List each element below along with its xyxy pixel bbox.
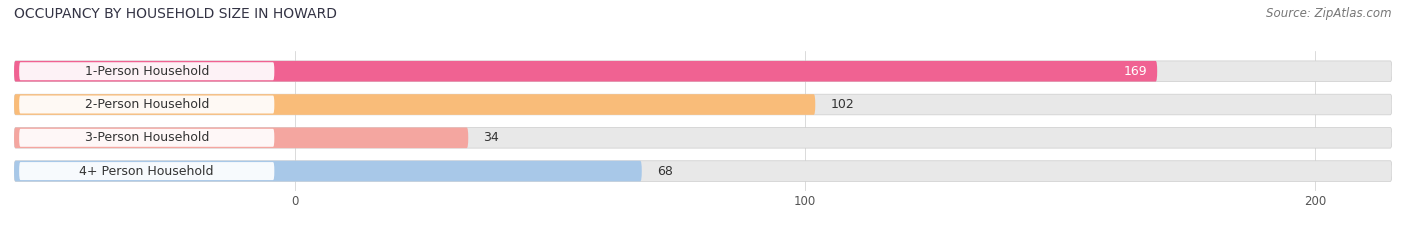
Text: 34: 34 bbox=[484, 131, 499, 144]
Text: 3-Person Household: 3-Person Household bbox=[84, 131, 209, 144]
FancyBboxPatch shape bbox=[14, 161, 641, 182]
FancyBboxPatch shape bbox=[20, 62, 274, 80]
Text: 169: 169 bbox=[1123, 65, 1147, 78]
FancyBboxPatch shape bbox=[14, 61, 1392, 82]
FancyBboxPatch shape bbox=[14, 94, 815, 115]
FancyBboxPatch shape bbox=[20, 96, 274, 113]
FancyBboxPatch shape bbox=[20, 129, 274, 147]
FancyBboxPatch shape bbox=[14, 127, 1392, 148]
Text: OCCUPANCY BY HOUSEHOLD SIZE IN HOWARD: OCCUPANCY BY HOUSEHOLD SIZE IN HOWARD bbox=[14, 7, 337, 21]
FancyBboxPatch shape bbox=[14, 61, 1157, 82]
FancyBboxPatch shape bbox=[14, 161, 1392, 182]
Text: Source: ZipAtlas.com: Source: ZipAtlas.com bbox=[1267, 7, 1392, 20]
FancyBboxPatch shape bbox=[14, 94, 1392, 115]
Text: 4+ Person Household: 4+ Person Household bbox=[80, 164, 214, 178]
Text: 2-Person Household: 2-Person Household bbox=[84, 98, 209, 111]
Text: 1-Person Household: 1-Person Household bbox=[84, 65, 209, 78]
Text: 68: 68 bbox=[657, 164, 673, 178]
FancyBboxPatch shape bbox=[14, 127, 468, 148]
FancyBboxPatch shape bbox=[20, 162, 274, 180]
Text: 102: 102 bbox=[831, 98, 855, 111]
